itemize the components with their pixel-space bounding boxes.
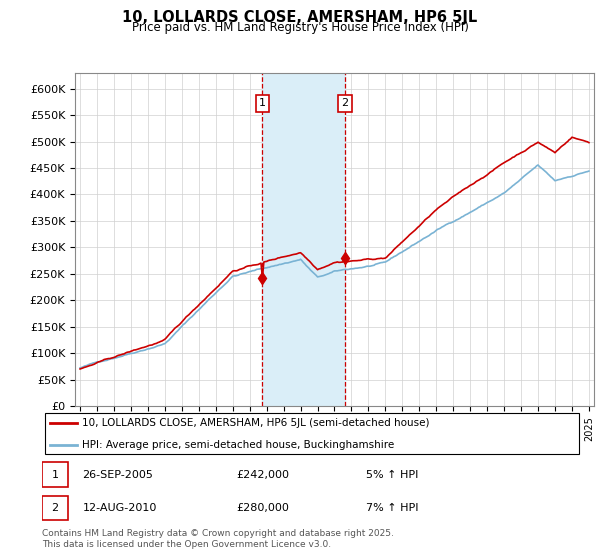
- Text: Price paid vs. HM Land Registry's House Price Index (HPI): Price paid vs. HM Land Registry's House …: [131, 21, 469, 34]
- Bar: [262, 73, 345, 406]
- Text: 5% ↑ HPI: 5% ↑ HPI: [366, 470, 418, 480]
- Text: 10, LOLLARDS CLOSE, AMERSHAM, HP6 5JL: 10, LOLLARDS CLOSE, AMERSHAM, HP6 5JL: [122, 10, 478, 25]
- Text: 2: 2: [52, 503, 59, 513]
- Text: 12-AUG-2010: 12-AUG-2010: [83, 503, 157, 513]
- Text: 1: 1: [259, 98, 266, 108]
- Text: £280,000: £280,000: [236, 503, 289, 513]
- Bar: [42, 496, 68, 520]
- Text: 26-SEP-2005: 26-SEP-2005: [83, 470, 154, 480]
- Text: 1: 1: [52, 470, 58, 480]
- Text: £242,000: £242,000: [236, 470, 289, 480]
- Text: HPI: Average price, semi-detached house, Buckinghamshire: HPI: Average price, semi-detached house,…: [83, 440, 395, 450]
- Text: 7% ↑ HPI: 7% ↑ HPI: [366, 503, 419, 513]
- Text: 10, LOLLARDS CLOSE, AMERSHAM, HP6 5JL (semi-detached house): 10, LOLLARDS CLOSE, AMERSHAM, HP6 5JL (s…: [83, 418, 430, 428]
- FancyBboxPatch shape: [45, 413, 580, 454]
- Text: 2: 2: [341, 98, 349, 108]
- Text: Contains HM Land Registry data © Crown copyright and database right 2025.
This d: Contains HM Land Registry data © Crown c…: [42, 529, 394, 549]
- Bar: [42, 463, 68, 487]
